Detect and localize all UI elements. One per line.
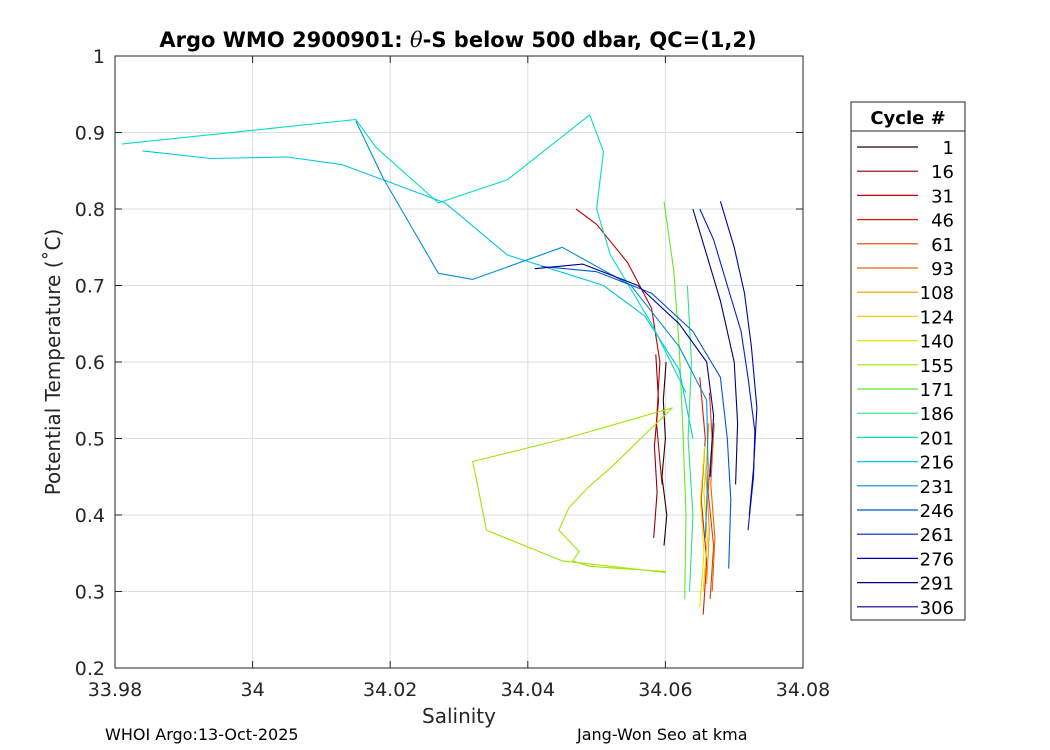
series-line-cycle-216 [142,150,694,439]
title-prefix: Argo WMO 2900901: [159,28,410,52]
legend-label-cycle-124: 124 [920,307,954,328]
y-axis-label: Potential Temperature (˚C) [41,229,65,496]
legend-label-cycle-155: 155 [920,356,954,377]
y-tick-label: 0.2 [75,658,105,680]
series-line-cycle-155 [472,407,673,573]
legend-label-cycle-231: 231 [920,477,954,498]
legend-label-cycle-61: 61 [931,235,954,256]
legend-entries: 1 16 31 46 61 93 108 124 140 155 171 186 201 216 231 24… [857,138,954,619]
legend: Cycle # 1 16 31 46 61 93 108 124 140 155 171 186 201… [850,101,966,621]
y-tick-label: 0.8 [75,199,105,221]
x-tick-label: 34.04 [501,679,555,701]
series-line-cycle-201 [121,114,687,393]
series-line-cycle-93 [710,423,716,592]
legend-label-cycle-93: 93 [931,259,954,280]
legend-label-cycle-31: 31 [931,186,954,207]
title-theta-symbol: θ [410,28,423,52]
series-line-cycle-1 [661,361,668,546]
y-tick-label: 1 [93,46,105,68]
legend-label-cycle-261: 261 [920,525,954,546]
series-line-cycle-16 [653,354,660,539]
legend-label-cycle-246: 246 [920,501,954,522]
y-tick-label: 0.4 [75,505,105,527]
legend-label-cycle-16: 16 [931,162,954,183]
title-suffix: -S below 500 dbar, QC=(1,2) [423,28,757,52]
legend-label-cycle-1: 1 [943,138,954,159]
legend-label-cycle-46: 46 [931,211,954,232]
legend-title: Cycle # [870,108,945,129]
x-tick-label: 33.98 [88,679,142,701]
legend-label-cycle-291: 291 [920,574,954,595]
x-axis-label: Salinity [422,704,496,728]
chart-title: Argo WMO 2900901: θ-S below 500 dbar, QC… [159,28,756,52]
series-line-cycle-246 [541,265,732,569]
y-tick-label: 0.3 [75,582,105,604]
x-tick-label: 34.06 [638,679,692,701]
x-tick-label: 34.02 [363,679,417,701]
series-line-cycle-171 [663,201,687,600]
legend-label-cycle-216: 216 [920,453,954,474]
series-line-cycle-61 [707,392,715,600]
legend-label-cycle-140: 140 [920,332,954,353]
series-line-cycle-186 [686,285,694,592]
legend-label-cycle-108: 108 [920,283,954,304]
legend-label-cycle-201: 201 [920,428,954,449]
footer-source-date: WHOI Argo:13-Oct-2025 [105,725,299,744]
series-line-cycle-291 [692,208,739,485]
legend-label-cycle-306: 306 [920,598,954,619]
series-layer [121,114,758,615]
x-tick-label: 34 [241,679,265,701]
series-line-cycle-140 [699,446,706,607]
footer-author: Jang-Won Seo at kma [577,725,748,744]
legend-label-cycle-171: 171 [920,380,954,401]
legend-label-cycle-276: 276 [920,549,954,570]
legend-label-cycle-186: 186 [920,404,954,425]
series-line-cycle-231 [355,120,709,539]
y-tick-label: 0.9 [75,123,105,145]
y-tick-label: 0.7 [75,276,105,298]
axis-ticks: 33.98 34 34.02 34.04 34.06 34.08 0.2 0.3 0.4 0.5 0… [75,46,830,701]
series-line-cycle-124 [702,438,709,592]
y-tick-label: 0.6 [75,352,105,374]
series-line-cycle-276 [719,201,758,516]
x-tick-label: 34.08 [776,679,830,701]
series-line-cycle-306 [534,263,715,477]
y-tick-label: 0.5 [75,429,105,451]
series-line-cycle-46 [699,377,708,615]
